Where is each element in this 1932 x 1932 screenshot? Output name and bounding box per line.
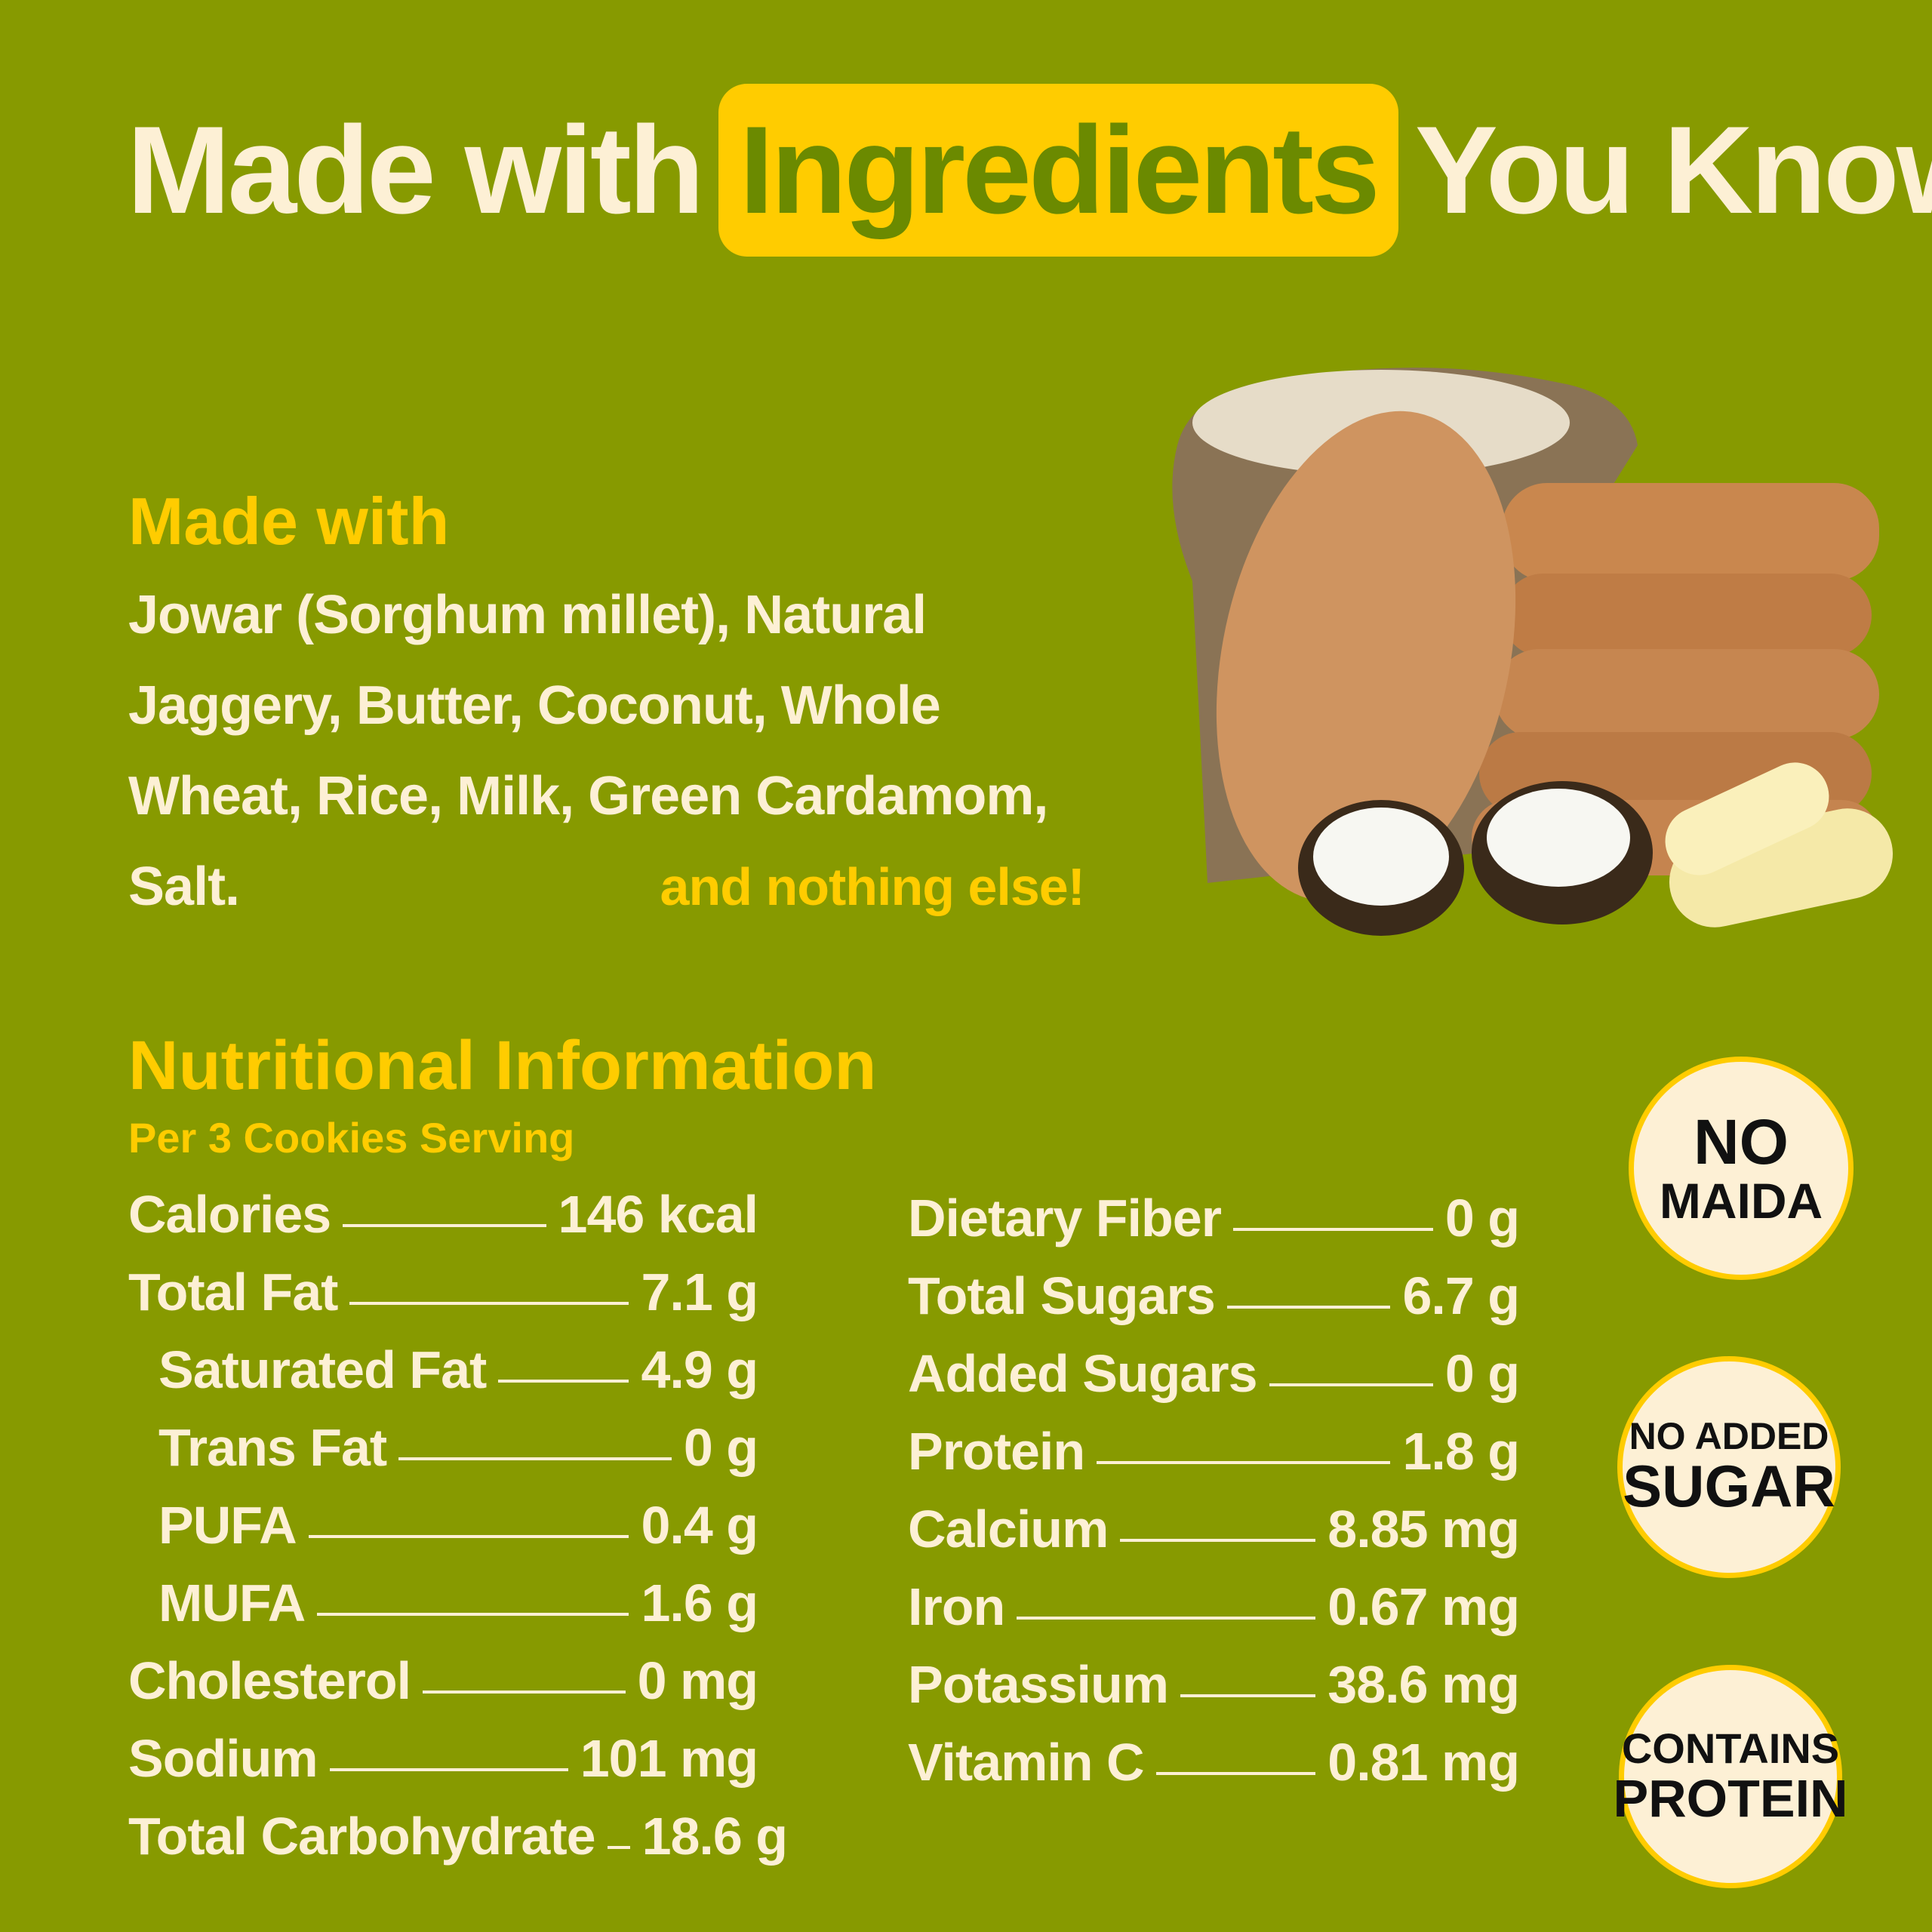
nutrient-label: PUFA: [158, 1495, 297, 1555]
leader-line: [498, 1379, 629, 1383]
badge-no-added-sugar: NO ADDED SUGAR: [1617, 1356, 1841, 1578]
nutrient-row-trans-fat: Trans Fat 0 g: [128, 1408, 758, 1486]
leader-line: [423, 1690, 626, 1694]
nutrient-label: Calories: [128, 1184, 331, 1244]
badge-no-maida: NO MAIDA: [1629, 1057, 1854, 1280]
nutrient-label: Trans Fat: [158, 1417, 387, 1477]
nutrient-value: 8.85 mg: [1327, 1499, 1520, 1558]
nutrient-row-iron: Iron 0.67 mg: [908, 1567, 1520, 1645]
nutrient-value: 4.9 g: [641, 1340, 758, 1399]
butter-curls-image: [1665, 762, 1894, 928]
leader-line: [343, 1223, 546, 1227]
nutrient-label: Added Sugars: [908, 1343, 1258, 1403]
nutrient-label: Calcium: [908, 1499, 1109, 1558]
badge-line-2: MAIDA: [1659, 1173, 1823, 1229]
nutrient-row-saturated-fat: Saturated Fat 4.9 g: [128, 1331, 758, 1408]
nutrient-value: 0 g: [683, 1417, 758, 1477]
nutrient-label: Total Sugars: [908, 1266, 1216, 1325]
leader-line: [1269, 1383, 1433, 1386]
leader-line: [1017, 1616, 1316, 1620]
ingredients-tagline: and nothing else!: [660, 857, 1085, 916]
nutrient-label: Total Carbohydrate: [128, 1806, 596, 1866]
leader-line: [1097, 1460, 1391, 1464]
badge-line-1: NO: [1694, 1106, 1789, 1178]
serving-size: Per 3 Cookies Serving: [128, 1114, 575, 1161]
nutrient-value: 7.1 g: [641, 1262, 758, 1321]
nutrient-row-calcium: Calcium 8.85 mg: [908, 1490, 1520, 1567]
nutrient-value: 1.6 g: [641, 1573, 758, 1632]
nutrient-row-mufa: MUFA 1.6 g: [128, 1564, 758, 1641]
cookies-product-image: [1172, 368, 1894, 936]
nutrient-row-potassium: Potassium 38.6 mg: [908, 1645, 1520, 1723]
leader-line: [329, 1767, 568, 1771]
badge-contains-protein: CONTAINS PROTEIN: [1613, 1665, 1848, 1888]
nutrient-row-total-fat: Total Fat 7.1 g: [128, 1253, 758, 1331]
ingredients-list: Jowar (Sorghum millet), Natural Jaggery,…: [128, 585, 1048, 917]
title-part-2: You Know!: [1414, 100, 1932, 239]
leader-line: [308, 1534, 629, 1538]
badge-line-2: PROTEIN: [1613, 1768, 1848, 1828]
nutrient-row-cholesterol: Cholesterol 0 mg: [128, 1641, 758, 1719]
leader-line: [349, 1301, 629, 1305]
nutrient-label: Total Fat: [128, 1262, 338, 1321]
nutrient-row-vitamin-c: Vitamin C 0.81 mg: [908, 1723, 1520, 1801]
leader-line: [1180, 1694, 1316, 1697]
nutrient-label: MUFA: [158, 1573, 306, 1632]
nutrition-heading: Nutritional Information: [128, 1027, 877, 1104]
badge-line-2: SUGAR: [1623, 1453, 1835, 1520]
title-part-1: Made with: [127, 100, 705, 239]
leader-line: [607, 1845, 630, 1849]
nutrient-row-sodium: Sodium 101 mg: [128, 1719, 758, 1797]
nutrient-row-total-carbohydrate: Total Carbohydrate 18.6 g: [128, 1797, 788, 1875]
nutrient-value: 0.81 mg: [1327, 1732, 1520, 1792]
nutrient-value: 0 mg: [637, 1651, 758, 1710]
nutrient-label: Vitamin C: [908, 1732, 1145, 1792]
badge-line-1: NO ADDED: [1629, 1414, 1829, 1457]
leader-line: [317, 1612, 629, 1616]
nutrient-value: 146 kcal: [558, 1184, 758, 1244]
nutrient-label: Potassium: [908, 1654, 1169, 1714]
nutrient-value: 0 g: [1444, 1188, 1520, 1247]
nutrient-row-protein: Protein 1.8 g: [908, 1412, 1520, 1490]
nutrient-label: Cholesterol: [128, 1651, 411, 1710]
nutrient-row-dietary-fiber: Dietary Fiber 0 g: [908, 1179, 1520, 1257]
nutrient-value: 6.7 g: [1402, 1266, 1520, 1325]
nutrient-value: 1.8 g: [1402, 1421, 1520, 1481]
ingredients-heading: Made with: [128, 484, 450, 558]
nutrient-value: 0 g: [1444, 1343, 1520, 1403]
nutrient-value: 101 mg: [580, 1728, 758, 1788]
nutrient-value: 0.4 g: [641, 1495, 758, 1555]
coconut-image: [1298, 781, 1653, 936]
nutrient-value: 18.6 g: [641, 1806, 788, 1866]
page-title: Made with Ingredients You Know!: [127, 72, 1932, 268]
nutrient-row-pufa: PUFA 0.4 g: [128, 1486, 758, 1564]
nutrient-row-calories: Calories 146 kcal: [128, 1175, 758, 1253]
leader-line: [1232, 1227, 1433, 1231]
nutrient-label: Sodium: [128, 1728, 318, 1788]
leader-line: [1226, 1305, 1391, 1309]
title-highlight: Ingredients: [718, 83, 1398, 257]
leader-line: [1155, 1771, 1316, 1775]
nutrient-value: 38.6 mg: [1327, 1654, 1520, 1714]
nutrient-value: 0.67 mg: [1327, 1577, 1520, 1636]
badge-line-1: CONTAINS: [1621, 1724, 1840, 1772]
nutrient-label: Protein: [908, 1421, 1085, 1481]
nutrient-row-added-sugars: Added Sugars 0 g: [908, 1334, 1520, 1412]
nutrient-label: Dietary Fiber: [908, 1188, 1222, 1247]
nutrition-left-column: Calories 146 kcal Total Fat 7.1 g Saturate…: [128, 1175, 788, 1875]
leader-line: [1120, 1538, 1316, 1542]
leader-line: [398, 1457, 672, 1460]
nutrition-right-column: Dietary Fiber 0 g Total Sugars 6.7 g Added…: [908, 1179, 1520, 1801]
nutrient-label: Saturated Fat: [158, 1340, 487, 1399]
standing-cookie: [1216, 411, 1516, 903]
nutrient-label: Iron: [908, 1577, 1005, 1636]
nutrient-row-total-sugars: Total Sugars 6.7 g: [908, 1257, 1520, 1334]
